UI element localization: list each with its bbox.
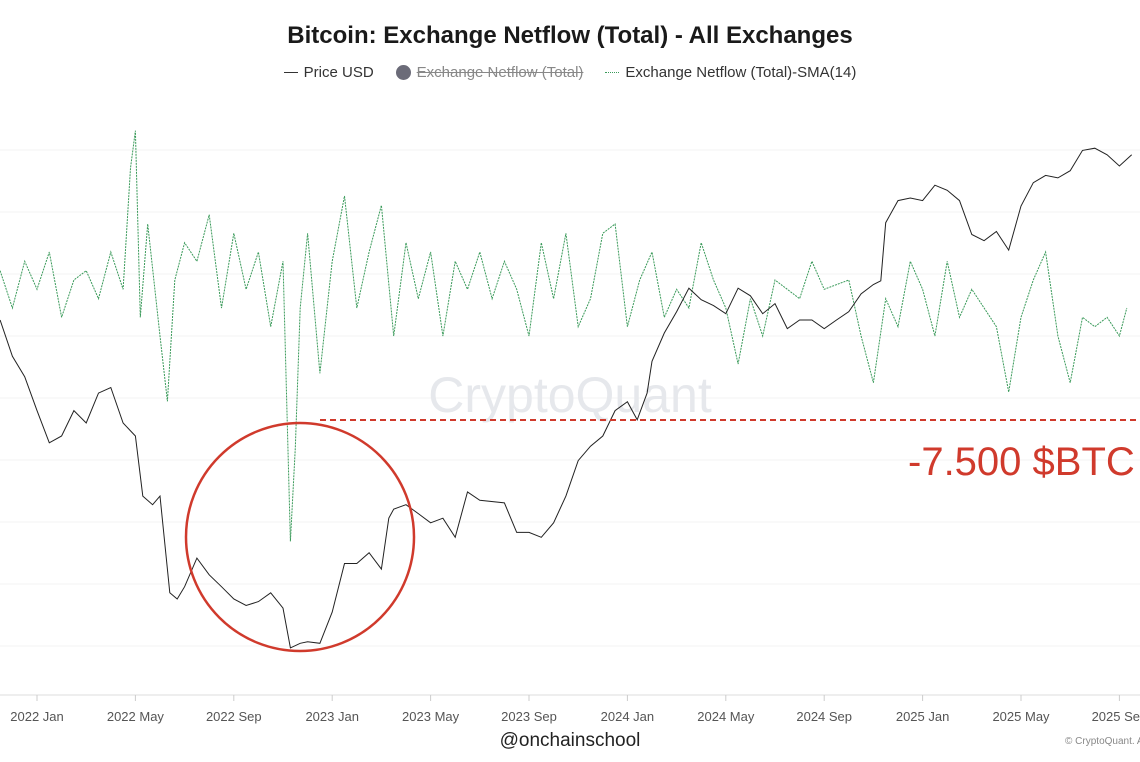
legend-label: Exchange Netflow (Total) [416,64,584,81]
highlight-circle [184,421,416,653]
x-tick-label: 2023 Jan [305,709,359,724]
level-label: -7.500 $BTC [908,440,1135,484]
price-line [0,147,1133,649]
legend-label: Price USD [303,64,374,81]
x-tick-label: 2022 Sep [206,709,262,724]
x-tick-label: 2025 Jan [896,709,950,724]
legend-item-netflow-sma[interactable]: Exchange Netflow (Total)-SMA(14) [605,64,856,81]
legend-item-netflow[interactable]: Exchange Netflow (Total) [395,64,584,81]
line-swatch-icon [283,72,298,73]
x-tick-label: 2022 Jan [10,709,64,724]
chart-title: Bitcoin: Exchange Netflow (Total) - All … [287,22,853,49]
x-tick-label: 2025 Sep [1092,709,1140,724]
legend-label: Exchange Netflow (Total)-SMA(14) [625,64,857,81]
x-tick-label: 2022 May [107,709,165,724]
netflow-sma-line [0,130,1128,542]
legend-item-price[interactable]: Price USD [283,64,374,81]
dot-swatch-icon [395,65,411,80]
x-tick-label: 2025 May [992,709,1050,724]
copyright: © CryptoQuant. All [1065,736,1140,747]
x-tick-label: 2024 May [697,709,755,724]
dotted-swatch-icon [605,72,620,73]
x-tick-label: 2023 Sep [501,709,557,724]
author-handle: @onchainschool [499,730,641,751]
x-tick-label: 2024 Jan [601,709,655,724]
watermark: CryptoQuant [428,367,712,423]
legend: Price USD Exchange Netflow (Total) Excha… [0,64,1140,81]
x-tick-label: 2024 Sep [796,709,852,724]
x-tick-label: 2023 May [402,709,460,724]
